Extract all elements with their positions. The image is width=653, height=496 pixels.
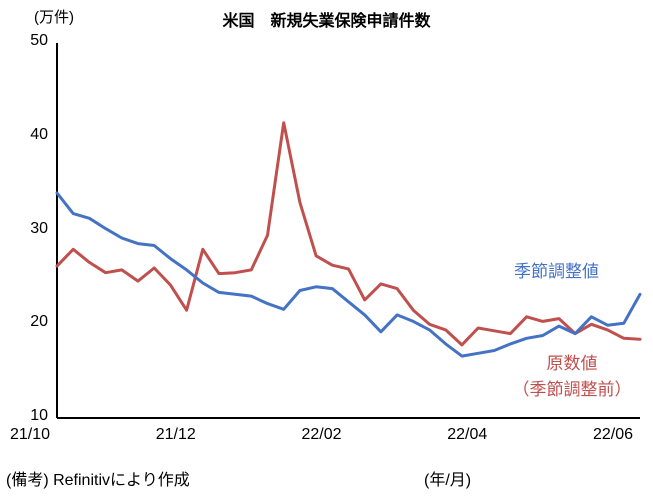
series-label-raw-unadjusted: 原数値 （季節調整前）	[486, 351, 653, 403]
x-axis-tick-label: 21/12	[155, 426, 196, 443]
source-footnote: (備考) Refinitivにより作成	[6, 472, 190, 489]
chart-title: 米国 新規失業保険申請件数	[222, 13, 431, 30]
x-axis-tick-label: 22/04	[447, 426, 488, 443]
y-axis-tick-label: 30	[30, 219, 48, 237]
x-axis-tick-label: 22/02	[301, 426, 342, 443]
y-axis-tick-label: 20	[30, 313, 48, 331]
y-axis-tick-label: 50	[30, 32, 48, 49]
series-label-raw-line2: （季節調整前）	[512, 380, 632, 399]
series-label-seasonally-adjusted: 季節調整値	[514, 262, 599, 281]
y-axis-tick-label: 40	[30, 125, 48, 143]
y-axis-unit-label: (万件)	[34, 9, 74, 26]
x-axis-tick-label: 22/06	[592, 426, 634, 443]
x-axis-unit-note: (年/月)	[424, 472, 472, 489]
series-line-seasonally-adjusted	[55, 191, 642, 358]
series-line-raw-unadjusted	[55, 121, 642, 347]
y-axis-tick-label: 10	[30, 407, 48, 424]
series-label-raw-line1: 原数値	[546, 354, 598, 373]
x-axis-tick-label: 21/10	[9, 426, 51, 443]
